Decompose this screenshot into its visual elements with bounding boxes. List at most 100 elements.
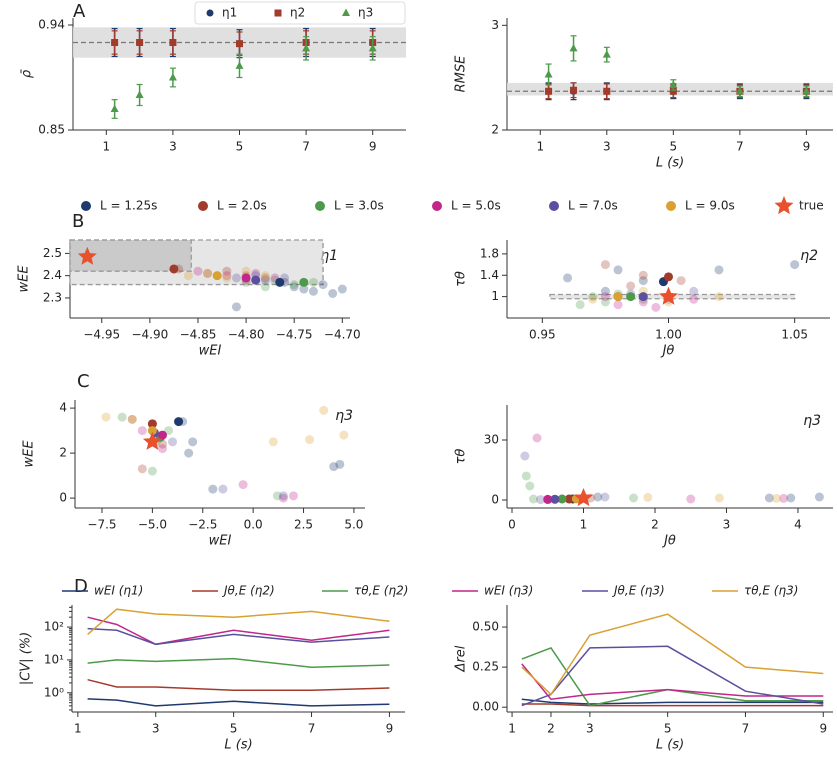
- x-tick-label: 1: [74, 722, 82, 736]
- x-tick-label: 1.05: [781, 328, 808, 342]
- x-tick-label: 1: [536, 140, 544, 154]
- x-tick-label: 9: [819, 722, 827, 736]
- scatter-point: [137, 464, 147, 474]
- line: [521, 645, 824, 707]
- y-axis-label: τθ: [454, 271, 469, 287]
- legend-label: τθ,E (η3): [744, 584, 798, 598]
- legend-label: τθ,E (η2): [354, 584, 408, 598]
- scatter-point: [593, 492, 603, 502]
- x-tick-label: 7: [742, 722, 750, 736]
- x-axis-label: L (s): [224, 738, 252, 753]
- scatter-point: [238, 480, 248, 490]
- mean-point: [638, 292, 648, 302]
- scatter-point: [563, 273, 573, 283]
- y-tick-label: 0.85: [38, 123, 65, 137]
- legend-star: [774, 196, 794, 215]
- scatter-point: [222, 273, 232, 283]
- x-tick-label: 5.0: [344, 518, 363, 532]
- scatter-point: [339, 430, 349, 440]
- marker: [135, 90, 144, 98]
- scatter-point: [308, 286, 318, 296]
- annotation: η1: [320, 248, 338, 264]
- mean-point: [557, 494, 567, 504]
- marker: [302, 43, 311, 52]
- x-axis-label: wEI: [209, 534, 232, 549]
- y-tick-label: 0.00: [472, 700, 499, 714]
- marker: [544, 70, 553, 78]
- scatter-point: [328, 288, 338, 298]
- x-tick-label: 5: [670, 140, 678, 154]
- line: [521, 698, 824, 705]
- x-tick-label: −4.85: [180, 328, 217, 342]
- scatter-point: [231, 273, 241, 283]
- scatter-point: [218, 484, 228, 494]
- scatter-point: [288, 491, 298, 501]
- scatter-point: [651, 302, 661, 312]
- legend-label: L = 1.25s: [100, 199, 157, 213]
- scatter-point: [764, 493, 774, 503]
- x-tick-label: 7: [302, 140, 310, 154]
- scatter-point: [532, 433, 542, 443]
- scatter-point: [260, 275, 270, 285]
- scatter-point: [588, 292, 598, 302]
- scatter-point: [600, 292, 610, 302]
- scatter-point: [676, 276, 686, 286]
- y-tick-label: 3: [491, 18, 499, 32]
- legend-label: L = 2.0s: [217, 199, 267, 213]
- legend-marker: [198, 201, 208, 211]
- mean-point: [251, 275, 261, 285]
- x-tick-label: 9: [369, 140, 377, 154]
- scatter-point: [575, 300, 585, 310]
- x-tick-label: 9: [803, 140, 811, 154]
- scatter-point: [222, 271, 232, 281]
- scatter-point: [714, 265, 724, 275]
- scatter-point: [786, 493, 796, 503]
- x-tick-label: −4.80: [228, 328, 265, 342]
- scatter-point: [600, 492, 610, 502]
- true-star: [77, 246, 97, 265]
- scatter-point: [203, 268, 213, 278]
- x-axis-label: Jθ: [660, 344, 675, 359]
- scatter-point: [814, 492, 824, 502]
- y-tick-label: 2: [59, 446, 67, 460]
- scatter-point: [689, 286, 699, 296]
- scatter-point: [319, 405, 329, 415]
- scatter-point: [260, 273, 270, 283]
- scatter-point: [521, 471, 531, 481]
- mean-point: [299, 277, 309, 287]
- scatter-point: [231, 302, 241, 312]
- scatter-point: [600, 297, 610, 307]
- marker: [206, 9, 214, 17]
- legend-label: L = 5.0s: [451, 199, 501, 213]
- scatter-point: [188, 437, 198, 447]
- y-axis-label: wEE: [22, 440, 37, 468]
- annotation: η2: [800, 248, 818, 264]
- marker: [368, 43, 377, 52]
- scatter-point: [260, 271, 270, 281]
- line: [87, 678, 390, 691]
- y-tick-label: 0.94: [38, 18, 65, 32]
- x-tick-label: 1: [102, 140, 110, 154]
- x-tick-label: 5: [664, 722, 672, 736]
- x-tick-label: −4.95: [83, 328, 120, 342]
- legend-marker: [81, 201, 91, 211]
- legend-box: [194, 1, 406, 25]
- x-axis-label: Jθ: [661, 534, 676, 549]
- line: [87, 627, 390, 646]
- x-tick-label: 2.5: [294, 518, 313, 532]
- y-axis-label: RMSE: [454, 55, 469, 93]
- scatter-point: [772, 493, 782, 503]
- scatter-point: [638, 276, 648, 286]
- scatter-point: [289, 282, 299, 292]
- scatter-point: [157, 439, 167, 449]
- scatter-point: [588, 294, 598, 304]
- x-axis-label: L (s): [656, 156, 684, 171]
- y-axis-label: wEE: [17, 265, 32, 293]
- legend-label: η2: [290, 6, 305, 20]
- x-tick-label: 3: [586, 722, 594, 736]
- y-tick-label: 1: [491, 289, 499, 303]
- y-tick-label: 10⁰: [44, 685, 64, 699]
- scatter-point: [101, 412, 111, 422]
- y-axis-label: ρ̄: [20, 69, 35, 78]
- scatter-point: [643, 492, 653, 502]
